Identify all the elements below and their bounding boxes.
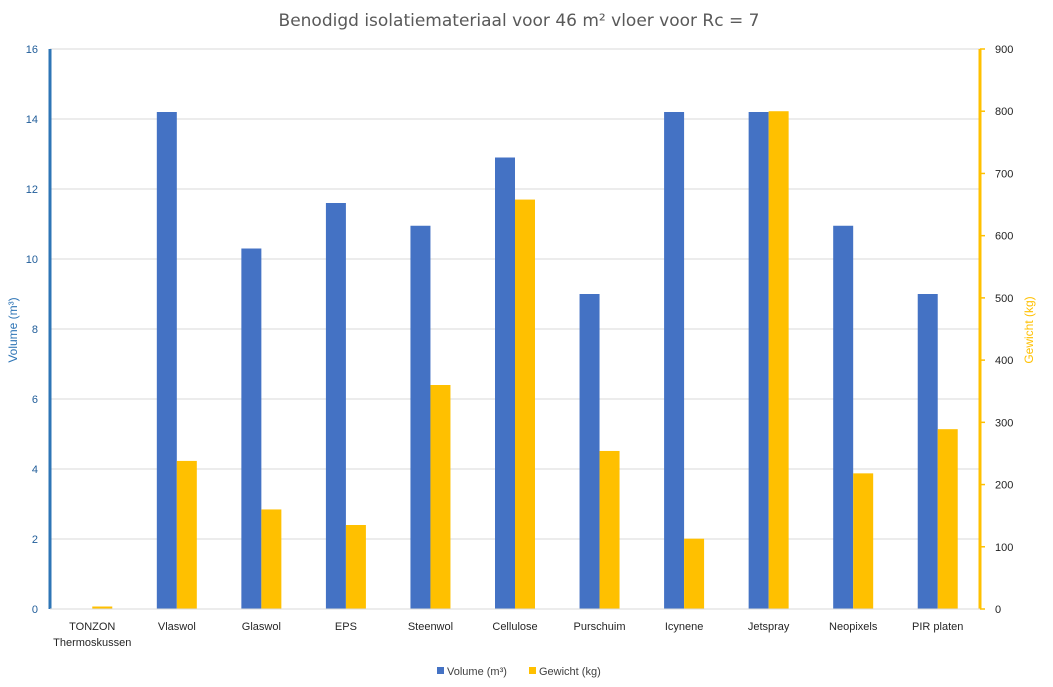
left-tick-label: 6: [32, 394, 38, 406]
left-tick-label: 0: [32, 604, 38, 616]
legend: Volume (m³) Gewicht (kg): [437, 666, 601, 678]
right-tick-label: 100: [995, 542, 1013, 554]
bar-gewicht: [768, 111, 789, 609]
left-tick-label: 4: [32, 464, 38, 476]
category-labels: TONZON Thermoskussen Vlaswol Glaswol EPS Stee…: [53, 621, 963, 649]
bar-gewicht: [599, 450, 620, 609]
bar-gewicht: [261, 509, 282, 609]
category-label: Steenwol: [408, 621, 453, 633]
bar-gewicht: [430, 385, 451, 609]
bar-volume: [410, 225, 431, 609]
legend-label: Gewicht (kg): [539, 666, 601, 678]
bar-gewicht: [345, 525, 366, 609]
bar-volume: [241, 248, 262, 609]
left-axis-ticks: 0 2 4 6 8 10 12 14 16: [26, 44, 38, 616]
bar-volume: [579, 294, 600, 609]
bar-gewicht: [684, 538, 705, 609]
category-label: Neopixels: [829, 621, 878, 633]
bar-gewicht: [515, 199, 535, 610]
left-tick-label: 2: [32, 534, 38, 546]
bar-volume: [833, 225, 854, 609]
category-label: Jetspray: [748, 621, 790, 633]
right-tick-label: 700: [995, 168, 1013, 180]
axes: [48, 49, 982, 610]
right-tick-label: 200: [995, 480, 1013, 492]
category-label: PIR platen: [912, 621, 963, 633]
bar-volume: [156, 112, 177, 609]
bar-gewicht: [937, 429, 958, 609]
right-axis-label: Gewicht (kg): [1022, 296, 1036, 363]
legend-label: Volume (m³): [447, 666, 507, 678]
legend-swatch: [437, 667, 444, 674]
right-tick-label: 300: [995, 417, 1013, 429]
category-label: Purschuim: [574, 621, 626, 633]
category-label: Cellulose: [492, 621, 537, 633]
right-axis-ticks: 0 100 200 300 400 500 600 700 800 900: [980, 44, 1013, 616]
left-tick-label: 8: [32, 324, 38, 336]
category-label: Icynene: [665, 621, 704, 633]
left-tick-label: 12: [26, 184, 38, 196]
bar-gewicht: [176, 460, 197, 609]
bar-gewicht: [92, 606, 113, 609]
right-tick-label: 600: [995, 231, 1013, 243]
chart-title: Benodigd isolatiemateriaal voor 46 m² vl…: [279, 11, 760, 31]
bar-volume: [748, 112, 769, 609]
left-axis-label: Volume (m³): [6, 297, 20, 362]
right-tick-label: 400: [995, 355, 1013, 367]
category-label: Glaswol: [242, 621, 281, 633]
right-tick-label: 0: [995, 604, 1001, 616]
right-tick-label: 900: [995, 44, 1013, 56]
legend-swatch: [529, 667, 536, 674]
left-tick-label: 16: [26, 44, 38, 56]
right-tick-label: 500: [995, 293, 1013, 305]
bar-volume: [325, 203, 346, 609]
category-label: EPS: [335, 621, 357, 633]
right-tick-label: 800: [995, 106, 1013, 118]
bar-gewicht: [853, 473, 874, 609]
category-label: TONZON Thermoskussen: [53, 621, 131, 649]
bar-volume: [917, 294, 938, 609]
category-label: Vlaswol: [158, 621, 196, 633]
left-tick-label: 10: [26, 254, 38, 266]
bar-volume: [495, 157, 515, 609]
bar-volume: [664, 112, 685, 609]
bars: [92, 111, 958, 610]
left-tick-label: 14: [26, 114, 38, 126]
